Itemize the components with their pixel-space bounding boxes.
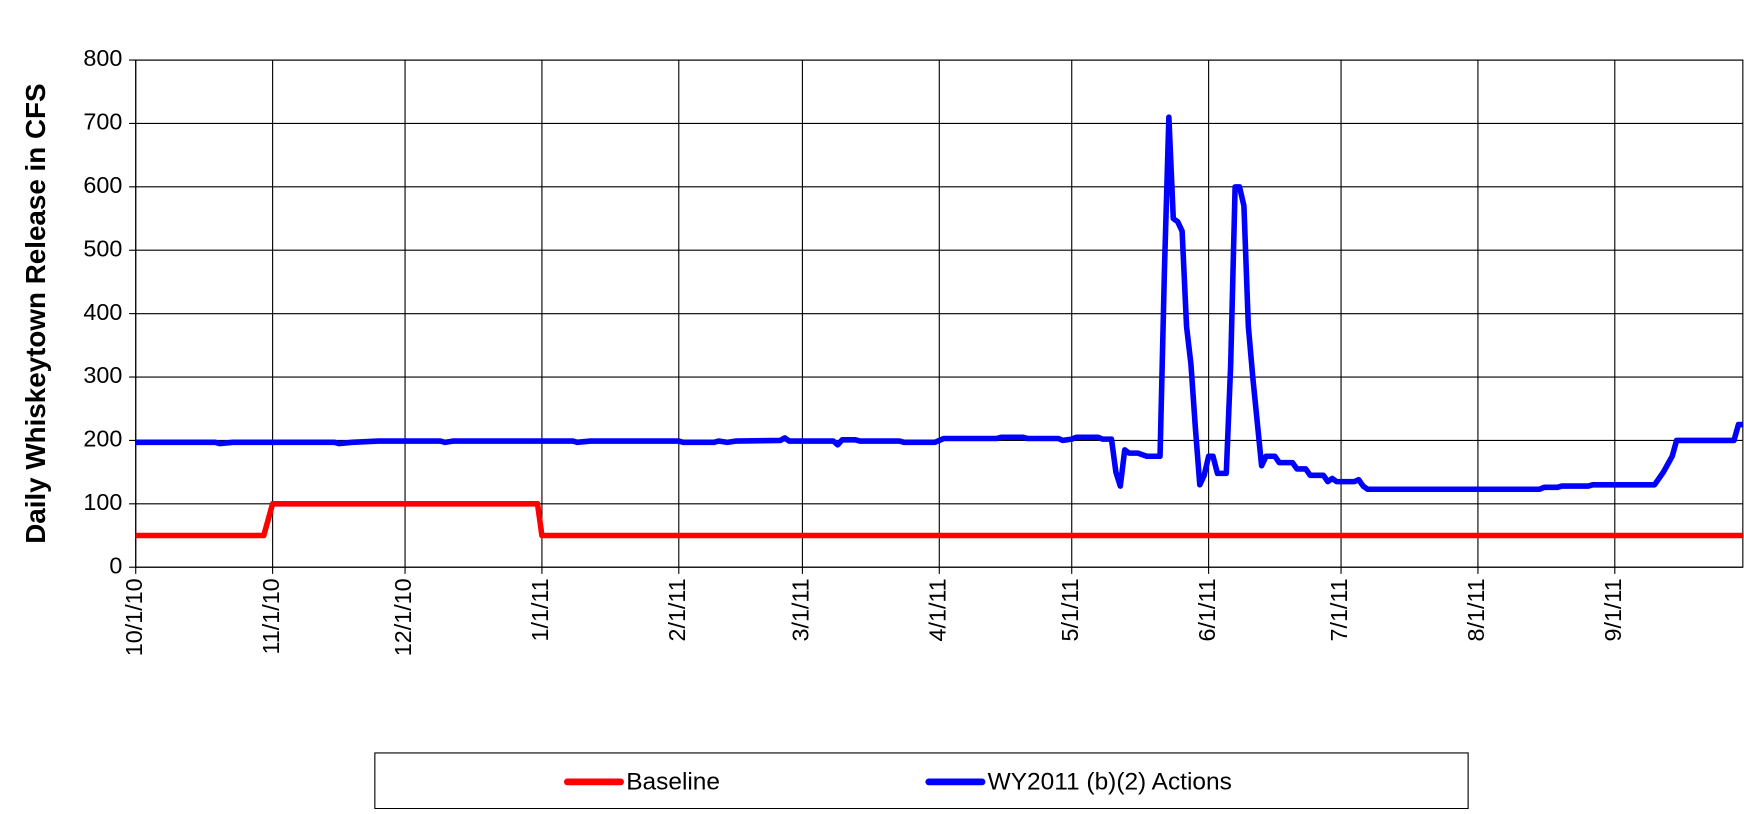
y-tick-label: 0 <box>109 552 122 578</box>
x-tick-label: 3/1/11 <box>788 578 814 641</box>
y-tick-label: 800 <box>83 45 122 71</box>
x-tick-label: 4/1/11 <box>924 578 950 641</box>
x-tick-label: 10/1/10 <box>121 578 147 656</box>
x-tick-label: 1/1/11 <box>527 578 553 641</box>
y-tick-label: 600 <box>83 172 122 198</box>
x-tick-label: 12/1/10 <box>390 578 416 656</box>
y-tick-label: 500 <box>83 235 122 261</box>
y-tick-label: 300 <box>83 362 122 388</box>
legend-label: Baseline <box>626 768 720 795</box>
series-line <box>135 114 1743 493</box>
x-tick-label: 5/1/11 <box>1057 578 1083 641</box>
x-tick-label: 8/1/11 <box>1463 578 1489 641</box>
y-tick-label: 200 <box>83 426 122 452</box>
x-tick-label: 2/1/11 <box>664 578 690 641</box>
x-tick-label: 9/1/11 <box>1600 578 1626 641</box>
legend-box <box>374 752 1469 810</box>
y-axis-label: Daily Whiskeytown Release in CFS <box>20 83 51 543</box>
legend-label: WY2011 (b)(2) Actions <box>988 768 1232 795</box>
y-tick-label: 100 <box>83 489 122 515</box>
plot-border <box>135 59 1744 568</box>
series-line <box>135 501 1743 539</box>
x-tick-label: 6/1/11 <box>1194 578 1220 641</box>
x-tick-label: 11/1/10 <box>258 578 284 654</box>
y-tick-label: 400 <box>83 299 122 325</box>
y-tick-label: 700 <box>83 109 122 135</box>
x-tick-label: 7/1/11 <box>1326 578 1352 641</box>
